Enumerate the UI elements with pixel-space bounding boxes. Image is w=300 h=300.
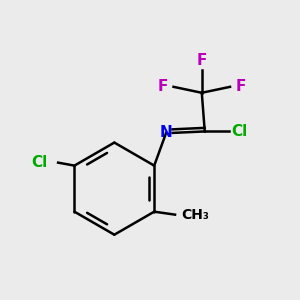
Text: Cl: Cl bbox=[32, 155, 48, 170]
Text: F: F bbox=[236, 79, 246, 94]
Text: Cl: Cl bbox=[232, 124, 248, 139]
Text: F: F bbox=[157, 79, 168, 94]
Text: F: F bbox=[196, 52, 207, 68]
Text: CH₃: CH₃ bbox=[181, 208, 209, 222]
Text: N: N bbox=[160, 125, 172, 140]
